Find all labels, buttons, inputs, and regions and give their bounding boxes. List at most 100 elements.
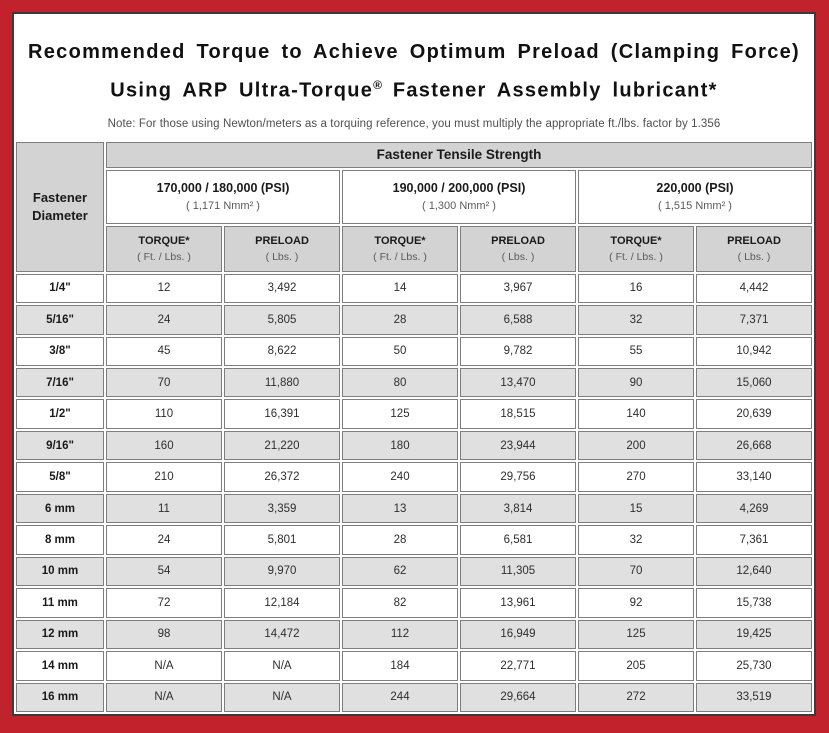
preload-value-cell: 12,640 — [696, 556, 812, 587]
torque-value-cell: 45 — [106, 336, 222, 367]
torque-value-cell: 125 — [342, 399, 458, 429]
torque-value-cell: 15 — [578, 493, 694, 524]
table-row: 3/8" 45 8,622 50 9,782 55 10,942 — [16, 336, 812, 367]
torque-value-cell: 112 — [342, 619, 458, 650]
torque-label: TORQUE* — [610, 234, 662, 247]
strength-group-220: 220,000 (PSI) ( 1,515 Nmm² ) — [578, 169, 812, 224]
torque-value-cell: 140 — [578, 399, 694, 429]
torque-value-cell: 32 — [578, 305, 694, 335]
strength-group-190-200: 190,000 / 200,000 (PSI) ( 1,300 Nmm² ) — [342, 169, 576, 224]
torque-value-cell: 98 — [106, 619, 222, 650]
preload-value-cell: 11,305 — [460, 556, 576, 587]
torque-value-cell: 11 — [106, 493, 222, 524]
preload-column-header: PRELOAD ( Lbs. ) — [696, 225, 812, 272]
torque-value-cell: 28 — [342, 305, 458, 335]
page-title-line-1: Recommended Torque to Achieve Optimum Pr… — [27, 41, 801, 63]
preload-value-cell: 7,371 — [696, 305, 812, 335]
table-row: 1/2" 110 16,391 125 18,515 140 20,639 — [16, 399, 812, 429]
table-row: 9/16" 160 21,220 180 23,944 200 26,668 — [16, 430, 812, 461]
preload-value-cell: 13,961 — [460, 588, 576, 618]
torque-value-cell: 110 — [106, 399, 222, 429]
nmm-value: ( 1,300 Nmm² ) — [422, 200, 496, 213]
registered-trademark-symbol: ® — [373, 78, 383, 92]
nmm-value: ( 1,515 Nmm² ) — [658, 200, 732, 213]
torque-value-cell: 160 — [106, 430, 222, 461]
preload-label: PRELOAD — [255, 234, 309, 247]
preload-value-cell: 29,756 — [460, 462, 576, 492]
preload-value-cell: 7,361 — [696, 525, 812, 555]
preload-unit: ( Lbs. ) — [501, 250, 535, 263]
preload-unit: ( Lbs. ) — [737, 250, 771, 263]
preload-value-cell: 12,184 — [224, 588, 340, 618]
preload-value-cell: 13,470 — [460, 368, 576, 398]
fastener-diameter-header-line2: Diameter — [32, 207, 88, 223]
torque-value-cell: 14 — [342, 273, 458, 304]
row-diameter-label: 1/4" — [16, 273, 104, 304]
strength-group-170-180: 170,000 / 180,000 (PSI) ( 1,171 Nmm² ) — [106, 169, 340, 224]
row-diameter-label: 11 mm — [16, 588, 104, 618]
torque-value-cell: 13 — [342, 493, 458, 524]
preload-value-cell: 26,668 — [696, 430, 812, 461]
torque-label: TORQUE* — [138, 234, 190, 247]
preload-value-cell: 5,805 — [224, 305, 340, 335]
row-diameter-label: 10 mm — [16, 556, 104, 587]
preload-value-cell: 8,622 — [224, 336, 340, 367]
preload-unit: ( Lbs. ) — [265, 250, 299, 263]
tensile-header-row: Fastener Diameter Fastener Tensile Stren… — [16, 141, 812, 272]
table-wrapper: Fastener Diameter Fastener Tensile Stren… — [14, 139, 814, 714]
preload-value-cell: 6,581 — [460, 525, 576, 555]
psi-value: 220,000 (PSI) — [656, 181, 734, 196]
row-diameter-label: 8 mm — [16, 525, 104, 555]
preload-value-cell: 26,372 — [224, 462, 340, 492]
preload-value-cell: 10,942 — [696, 336, 812, 367]
preload-value-cell: 33,519 — [696, 682, 812, 712]
torque-value-cell: 205 — [578, 651, 694, 681]
row-diameter-label: 3/8" — [16, 336, 104, 367]
torque-value-cell: 270 — [578, 462, 694, 492]
torque-value-cell: N/A — [106, 651, 222, 681]
row-diameter-label: 12 mm — [16, 619, 104, 650]
preload-value-cell: 25,730 — [696, 651, 812, 681]
row-diameter-label: 6 mm — [16, 493, 104, 524]
row-diameter-label: 9/16" — [16, 430, 104, 461]
title-line2-prefix: Using ARP Ultra-Torque — [110, 79, 374, 102]
preload-column-header: PRELOAD ( Lbs. ) — [460, 225, 576, 272]
preload-value-cell: 6,588 — [460, 305, 576, 335]
preload-value-cell: 19,425 — [696, 619, 812, 650]
preload-value-cell: 15,060 — [696, 368, 812, 398]
torque-value-cell: 54 — [106, 556, 222, 587]
preload-value-cell: 3,814 — [460, 493, 576, 524]
table-body: 1/4" 12 3,492 14 3,967 16 4,442 5/16" 24 5,805 28 6… — [16, 273, 812, 712]
torque-value-cell: 72 — [106, 588, 222, 618]
content-panel: Recommended Torque to Achieve Optimum Pr… — [12, 12, 816, 716]
torque-column-header: TORQUE* ( Ft. / Lbs. ) — [106, 225, 222, 272]
title-block: Recommended Torque to Achieve Optimum Pr… — [14, 14, 814, 130]
psi-value: 190,000 / 200,000 (PSI) — [392, 181, 526, 196]
torque-value-cell: 82 — [342, 588, 458, 618]
torque-column-header: TORQUE* ( Ft. / Lbs. ) — [578, 225, 694, 272]
torque-value-cell: 62 — [342, 556, 458, 587]
preload-value-cell: 16,391 — [224, 399, 340, 429]
conversion-note: Note: For those using Newton/meters as a… — [107, 117, 721, 130]
preload-value-cell: 3,359 — [224, 493, 340, 524]
row-diameter-label: 14 mm — [16, 651, 104, 681]
torque-unit: ( Ft. / Lbs. ) — [609, 250, 663, 263]
row-diameter-label: 7/16" — [16, 368, 104, 398]
psi-header-row: 170,000 / 180,000 (PSI) ( 1,171 Nmm² ) 1… — [16, 169, 812, 224]
torque-value-cell: 240 — [342, 462, 458, 492]
torque-unit: ( Ft. / Lbs. ) — [373, 250, 427, 263]
table-row: 1/4" 12 3,492 14 3,967 16 4,442 — [16, 273, 812, 304]
unit-header-row: TORQUE* ( Ft. / Lbs. ) PRELOAD ( Lbs. ) … — [16, 225, 812, 272]
table-row: 10 mm 54 9,970 62 11,305 70 12,640 — [16, 556, 812, 587]
torque-column-header: TORQUE* ( Ft. / Lbs. ) — [342, 225, 458, 272]
table-row: 11 mm 72 12,184 82 13,961 92 15,738 — [16, 588, 812, 618]
row-diameter-label: 5/8" — [16, 462, 104, 492]
torque-value-cell: 272 — [578, 682, 694, 712]
preload-value-cell: 18,515 — [460, 399, 576, 429]
preload-value-cell: 11,880 — [224, 368, 340, 398]
torque-value-cell: 90 — [578, 368, 694, 398]
table-row: 5/8" 210 26,372 240 29,756 270 33,140 — [16, 462, 812, 492]
fastener-tensile-strength-header: Fastener Tensile Strength — [106, 141, 812, 168]
preload-value-cell: 33,140 — [696, 462, 812, 492]
table-row: 5/16" 24 5,805 28 6,588 32 7,371 — [16, 305, 812, 335]
